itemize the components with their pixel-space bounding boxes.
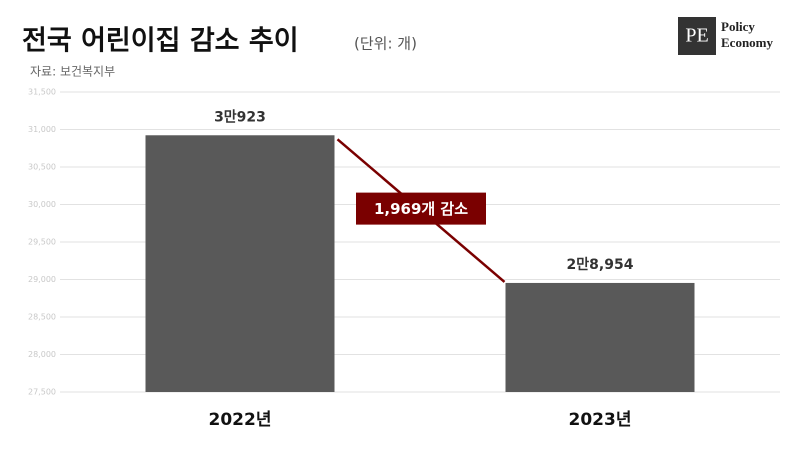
logo-mark-bg — [678, 17, 716, 55]
logo-text: Economy — [721, 35, 774, 50]
y-tick-label: 31,000 — [28, 125, 56, 134]
source: 자료: 보건복지부 — [30, 65, 115, 79]
y-tick-label: 28,500 — [28, 313, 56, 322]
logo-mark: PE — [685, 25, 708, 47]
chart-title: 전국 어린이집 감소 추이 — [22, 26, 299, 57]
x-tick-label: 2022년 — [209, 410, 272, 430]
bar — [505, 282, 695, 392]
unit-note: (단위: 개) — [354, 35, 417, 53]
y-tick-label: 31,500 — [28, 88, 56, 97]
value-label: 2만8,954 — [567, 257, 634, 273]
y-tick-label: 30,500 — [28, 163, 56, 172]
y-tick-label: 28,000 — [28, 350, 56, 359]
bar — [145, 135, 335, 392]
logo-text: Policy — [721, 19, 755, 34]
value-label: 3만923 — [214, 109, 266, 125]
x-tick-label: 2023년 — [569, 410, 632, 430]
annotation-box — [356, 192, 486, 225]
y-tick-label: 29,500 — [28, 238, 56, 247]
y-tick-label: 27,500 — [28, 388, 56, 397]
y-tick-label: 29,000 — [28, 275, 56, 284]
annotation: 1,969개 감소 — [374, 200, 468, 218]
y-tick-label: 30,000 — [28, 200, 56, 209]
